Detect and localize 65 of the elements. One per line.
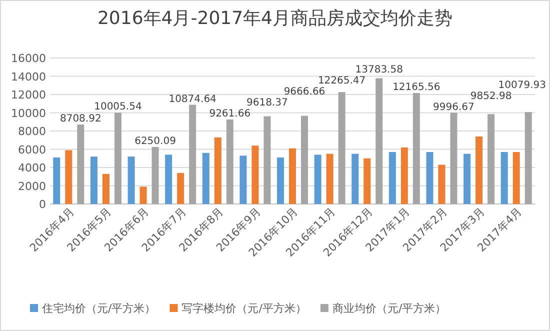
bar [102, 174, 110, 204]
bar [301, 116, 308, 204]
bar [65, 150, 72, 204]
bar [352, 154, 359, 204]
bar [364, 158, 371, 204]
bar [314, 154, 322, 204]
bar [500, 152, 508, 204]
y-tick-label: 0 [39, 198, 46, 211]
bar [289, 148, 296, 204]
y-tick-label: 10000 [11, 106, 46, 120]
data-label: 12265.47 [318, 75, 366, 86]
y-tick-label: 6000 [18, 143, 46, 156]
legend-label: 商业均价（元/平方米） [332, 302, 446, 315]
bar [488, 114, 495, 204]
bar [177, 172, 184, 204]
data-label: 9852.98 [470, 90, 512, 102]
bar [426, 152, 434, 204]
bar [376, 78, 383, 204]
data-label: 8708.92 [60, 114, 102, 125]
y-tick-label: 4000 [18, 162, 46, 174]
bar [412, 92, 420, 204]
bar [128, 156, 135, 204]
bar [400, 147, 408, 204]
y-tick-label: 2000 [18, 180, 46, 193]
data-label: 13783.58 [355, 64, 403, 76]
bar [512, 152, 520, 204]
bar [140, 186, 147, 204]
bar [464, 154, 471, 204]
bar [214, 137, 222, 204]
data-label: 9666.66 [284, 86, 326, 98]
data-label: 9261.66 [209, 108, 251, 120]
chart-title: 2016年4月-2017年4月商品房成交均价走势 [97, 8, 453, 29]
data-label: 12165.56 [392, 82, 440, 93]
bar [388, 152, 396, 204]
y-tick-label: 12000 [11, 88, 46, 102]
bar [326, 154, 334, 204]
bar [77, 124, 84, 204]
data-label: 9618.37 [246, 97, 288, 108]
bar [53, 157, 60, 204]
y-tick-label: 16000 [11, 52, 46, 65]
data-label: 9996.67 [433, 102, 474, 113]
bar [114, 112, 122, 204]
data-label: 6250.09 [134, 136, 176, 147]
legend-label: 住宅均价（元/平方米） [42, 302, 156, 315]
bar [438, 164, 446, 204]
bar [189, 104, 196, 204]
data-label: 10005.54 [94, 102, 142, 113]
bar [264, 116, 271, 204]
bar [524, 112, 532, 204]
data-label: 10874.64 [168, 94, 216, 105]
bar [338, 92, 346, 204]
y-tick-label: 8000 [18, 125, 46, 138]
bar [152, 146, 159, 204]
bar [90, 156, 98, 204]
bar [165, 154, 172, 204]
bar [226, 119, 234, 204]
legend-label: 写字楼均价（元/平方米） [182, 302, 306, 315]
bar [277, 157, 284, 204]
bar [252, 146, 259, 204]
bar [202, 152, 210, 204]
bar [240, 156, 247, 204]
y-tick-label: 14000 [11, 70, 46, 84]
bar [450, 112, 458, 204]
bar [476, 136, 483, 204]
data-label: 10079.93 [498, 80, 546, 91]
